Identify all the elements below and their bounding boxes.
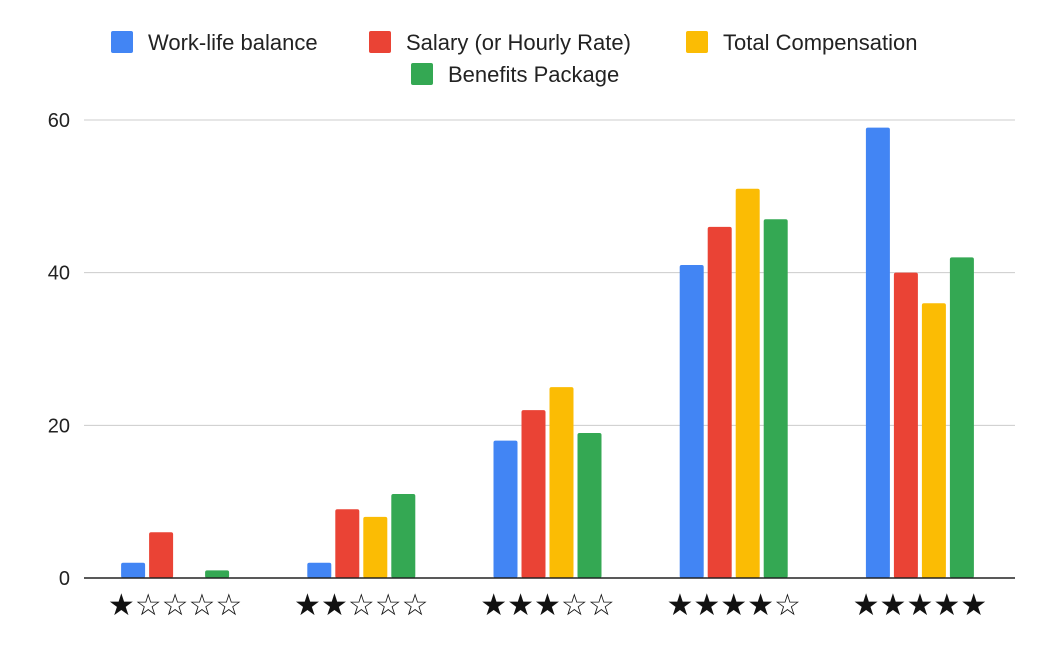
bar bbox=[205, 570, 230, 578]
y-tick-label: 40 bbox=[48, 263, 70, 285]
bars bbox=[121, 127, 974, 578]
x-category-label: ★★★★☆ bbox=[666, 588, 800, 623]
legend-swatch bbox=[686, 31, 708, 53]
bar bbox=[521, 410, 546, 578]
legend-swatch bbox=[411, 63, 433, 85]
bar bbox=[865, 127, 890, 578]
x-category-label: ★★☆☆☆ bbox=[294, 588, 428, 623]
bar bbox=[363, 516, 388, 578]
x-category-label: ★★★☆☆ bbox=[480, 588, 614, 623]
bar bbox=[493, 440, 518, 578]
bar bbox=[335, 509, 360, 578]
bar bbox=[735, 188, 760, 578]
x-category-label: ★☆☆☆☆ bbox=[108, 588, 242, 623]
x-category-label: ★★★★★ bbox=[853, 588, 987, 623]
legend: Work-life balance Salary (or Hourly Rate)… bbox=[111, 30, 917, 87]
bar bbox=[121, 562, 146, 578]
legend-label: Benefits Package bbox=[448, 62, 619, 87]
bar bbox=[307, 562, 332, 578]
y-tick-label: 0 bbox=[59, 568, 70, 590]
bar bbox=[577, 432, 602, 578]
bar bbox=[763, 219, 788, 578]
legend-item: Total Compensation bbox=[686, 30, 917, 55]
legend-swatch bbox=[111, 31, 133, 53]
legend-swatch bbox=[369, 31, 391, 53]
bar bbox=[949, 257, 974, 578]
x-axis-categories: ★☆☆☆☆ ★★☆☆☆ ★★★☆☆ ★★★★☆ ★★★★★ bbox=[108, 588, 987, 623]
bar bbox=[549, 387, 574, 578]
y-tick-label: 60 bbox=[48, 110, 70, 132]
legend-item: Benefits Package bbox=[411, 62, 619, 87]
legend-label: Salary (or Hourly Rate) bbox=[406, 30, 631, 55]
bar bbox=[391, 494, 416, 578]
bar bbox=[707, 226, 732, 578]
bar bbox=[149, 532, 174, 578]
legend-item: Work-life balance bbox=[111, 30, 318, 55]
bar bbox=[679, 265, 704, 578]
legend-item: Salary (or Hourly Rate) bbox=[369, 30, 631, 55]
legend-label: Total Compensation bbox=[723, 30, 917, 55]
y-tick-label: 20 bbox=[48, 415, 70, 437]
bar bbox=[921, 303, 946, 578]
y-axis-ticks: 0 20 40 60 bbox=[48, 110, 70, 590]
bar bbox=[893, 272, 918, 578]
legend-label: Work-life balance bbox=[148, 30, 318, 55]
